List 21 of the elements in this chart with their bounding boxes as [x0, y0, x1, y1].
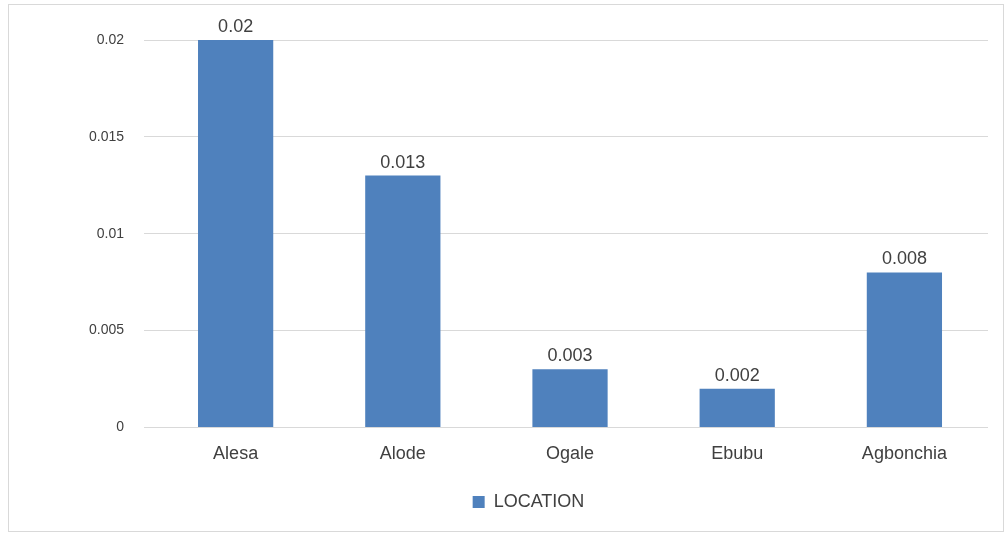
data-label: 0.008 [881, 248, 927, 269]
x-tick-label: Ogale [545, 443, 595, 464]
data-label: 0.003 [547, 345, 593, 366]
bar [365, 175, 441, 427]
y-tick-label: 0 [116, 418, 125, 435]
y-tick-label: 0.02 [96, 30, 125, 47]
bar [866, 272, 943, 427]
y-tick-label: 0.015 [88, 127, 125, 144]
x-tick-label: Agbonchia [861, 443, 948, 464]
bar [699, 388, 775, 427]
y-tick-label: 0.01 [96, 224, 125, 241]
bar [532, 369, 608, 427]
x-tick-label: Ebubu [711, 443, 764, 464]
data-label: 0.002 [714, 364, 760, 385]
x-tick-label: Alode [379, 443, 426, 464]
data-label: 0.013 [380, 151, 426, 172]
data-label: 0.02 [218, 15, 254, 36]
bar [198, 40, 274, 427]
y-tick-label: 0.005 [88, 321, 125, 338]
legend-label: LOCATION [493, 490, 585, 511]
x-tick-label: Alesa [213, 443, 260, 464]
